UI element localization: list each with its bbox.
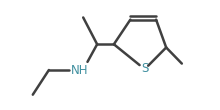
Text: NH: NH xyxy=(71,63,89,77)
Text: S: S xyxy=(142,62,149,75)
